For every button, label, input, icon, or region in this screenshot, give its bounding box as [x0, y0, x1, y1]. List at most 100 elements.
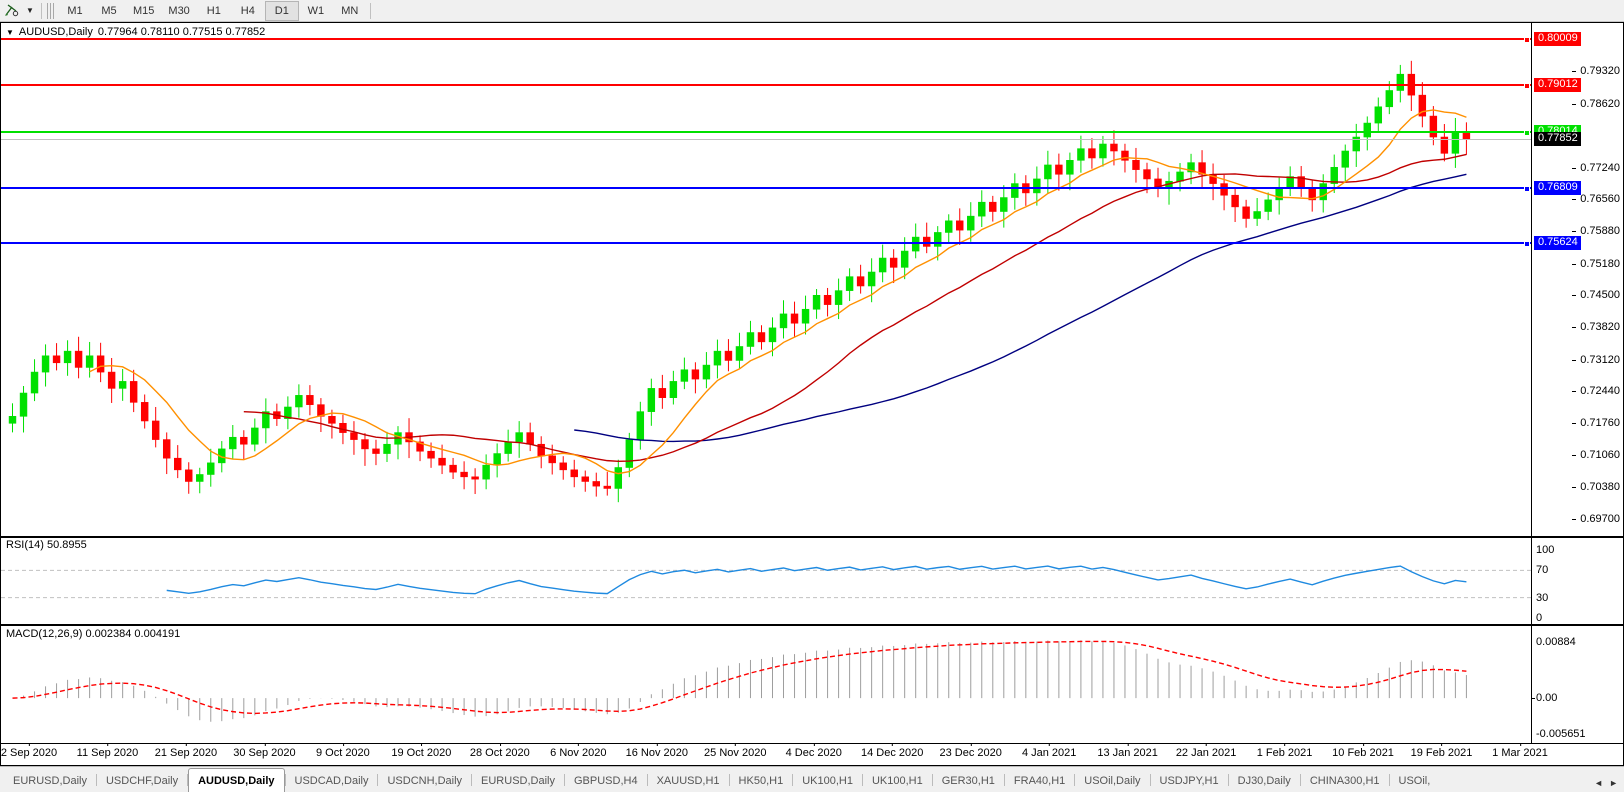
tab-divider — [564, 773, 565, 786]
level-price-label[interactable]: 0.76809 — [1534, 180, 1581, 195]
time-tick: 14 Dec 2020 — [861, 743, 923, 759]
chart-area[interactable]: ▼ AUDUSD,Daily 0.77964 0.78110 0.77515 0… — [0, 22, 1624, 766]
tick-mark — [656, 743, 658, 746]
level-drag-handle[interactable] — [1524, 36, 1530, 43]
price-axis[interactable]: 0.79320 0.78620 0.77240 0.76560 0.75880 0.751… — [1531, 23, 1623, 536]
timeframe-w1[interactable]: W1 — [307, 4, 325, 17]
tab-eurusd-daily[interactable]: EURUSD,Daily — [13, 775, 87, 787]
rsi-tick: 70 — [1536, 564, 1549, 577]
time-tick: 10 Feb 2021 — [1332, 743, 1394, 759]
time-tick: 28 Oct 2020 — [470, 743, 530, 759]
macd-tick: 0.00884 — [1536, 636, 1576, 648]
tick-mark — [1520, 743, 1521, 746]
symbol-ohlc-header: ▼ AUDUSD,Daily 0.77964 0.78110 0.77515 0… — [6, 26, 265, 38]
toolbar-dropdown-icon[interactable]: ▼ — [26, 6, 34, 15]
tab-hk50-h1[interactable]: HK50,H1 — [738, 775, 784, 787]
time-tick: 11 Sep 2020 — [77, 743, 138, 759]
price-tick: 0.71760 — [1572, 417, 1620, 429]
timeframe-m1[interactable]: M1 — [67, 4, 83, 17]
level-line-resistance[interactable] — [1, 37, 1532, 40]
tab-usdchf-daily[interactable]: USDCHF,Daily — [105, 775, 179, 787]
toolbar-grip-handle[interactable] — [47, 2, 54, 19]
level-line-pivot[interactable] — [1, 130, 1532, 133]
pane-divider-macd — [1, 624, 1623, 626]
tab-uk100-h1[interactable]: UK100,H1 — [802, 775, 853, 787]
tab-usdcad-daily[interactable]: USDCAD,Daily — [294, 775, 369, 787]
tab-divider — [1227, 773, 1229, 786]
time-tick: 2 Sep 2020 — [1, 743, 57, 759]
tab-divider — [861, 773, 863, 786]
level-drag-handle[interactable] — [1524, 185, 1530, 192]
arrow-right-icon[interactable]: ► — [1609, 778, 1618, 788]
price-pane[interactable]: ▼ AUDUSD,Daily 0.77964 0.78110 0.77515 0… — [1, 23, 1623, 536]
tab-usoil-daily[interactable]: USOil,Daily — [1084, 775, 1141, 787]
time-tick: 13 Jan 2021 — [1097, 743, 1158, 759]
time-axis[interactable]: 2 Sep 2020 11 Sep 2020 21 Sep 2020 30 Sep 2… — [1, 743, 1623, 765]
timeframe-m15[interactable]: M15 — [133, 4, 155, 17]
tab-usdjpy-h1[interactable]: USDJPY,H1 — [1159, 775, 1219, 787]
time-tick: 4 Jan 2021 — [1022, 743, 1076, 759]
tick-mark — [1441, 743, 1443, 746]
tick-mark — [1572, 359, 1577, 361]
level-drag-handle[interactable] — [1524, 83, 1530, 90]
level-line-support[interactable] — [1, 186, 1532, 189]
timeframe-m30[interactable]: M30 — [168, 4, 190, 17]
tick-mark — [264, 743, 266, 746]
level-line-support[interactable] — [1, 241, 1532, 244]
tab-divider — [1074, 773, 1076, 786]
price-tick: 0.70380 — [1572, 481, 1620, 493]
tab-divider — [728, 773, 730, 786]
symbol-period-label: AUDUSD,Daily — [18, 26, 93, 38]
chart-tabs-bar: EURUSD,Daily USDCHF,Daily AUDUSD,Daily USDC… — [0, 766, 1624, 792]
time-tick: 19 Feb 2021 — [1411, 743, 1472, 759]
tab-usoil[interactable]: USOil, — [1398, 775, 1431, 787]
tab-xauusd-h1[interactable]: XAUUSD,H1 — [656, 775, 720, 787]
price-tick: 0.75880 — [1572, 225, 1620, 237]
tab-dj30-daily[interactable]: DJ30,Daily — [1237, 775, 1291, 787]
level-drag-handle[interactable] — [1524, 240, 1530, 247]
level-price-label[interactable]: 0.79012 — [1534, 78, 1581, 93]
level-drag-handle[interactable] — [1524, 129, 1530, 136]
price-tick: 0.76560 — [1572, 193, 1620, 205]
tab-audusd-daily[interactable]: AUDUSD,Daily — [188, 768, 285, 792]
tick-mark — [1284, 743, 1286, 746]
level-line-resistance[interactable] — [1, 84, 1532, 87]
timeframe-h1[interactable]: H1 — [206, 4, 221, 17]
timeframe-m5[interactable]: M5 — [101, 4, 117, 17]
timeframe-h4[interactable]: H4 — [240, 4, 255, 17]
tab-divider — [792, 773, 794, 786]
macd-pane[interactable]: MACD(12,26,9) 0.002384 0.004191 0.00884 0… — [1, 624, 1623, 744]
crosshair-icon[interactable] — [0, 1, 22, 21]
tick-mark — [1572, 103, 1577, 105]
tick-mark — [1572, 391, 1577, 393]
tab-fra40-h1[interactable]: FRA40,H1 — [1013, 775, 1066, 787]
rsi-label: RSI(14) 50.8955 — [6, 539, 87, 551]
arrow-left-icon[interactable]: ◄ — [1594, 778, 1604, 788]
tab-gbpusd-h4[interactable]: GBPUSD,H4 — [574, 775, 638, 787]
tick-mark — [1206, 743, 1208, 746]
timeframe-mn[interactable]: MN — [341, 4, 359, 17]
tab-divider — [1388, 773, 1390, 786]
time-tick: 21 Sep 2020 — [155, 743, 217, 759]
level-price-label[interactable]: 0.75624 — [1534, 235, 1581, 250]
price-tick: 0.75180 — [1572, 258, 1620, 270]
tab-divider — [646, 773, 648, 786]
ohlc-values: 0.77964 0.78110 0.77515 0.77852 — [97, 26, 266, 38]
tab-usdcnh-daily[interactable]: USDCNH,Daily — [387, 775, 463, 787]
pane-collapse-icon[interactable]: ▼ — [6, 27, 14, 37]
tick-mark — [892, 743, 894, 746]
tab-uk100-h1[interactable]: UK100,H1 — [871, 775, 923, 787]
tab-ger30-h1[interactable]: GER30,H1 — [941, 775, 995, 787]
tick-mark — [1572, 487, 1577, 489]
tab-divider — [284, 773, 286, 786]
price-tick: 0.69700 — [1572, 513, 1620, 525]
timeframe-d1[interactable]: D1 — [264, 0, 299, 21]
tick-mark — [1572, 326, 1577, 328]
level-price-label[interactable]: 0.80009 — [1534, 31, 1581, 46]
tab-china300-h1[interactable]: CHINA300,H1 — [1309, 775, 1380, 787]
rsi-pane[interactable]: RSI(14) 50.8955 100 70 30 0 — [1, 536, 1623, 624]
tick-mark — [1127, 743, 1129, 746]
time-tick: 6 Nov 2020 — [550, 743, 606, 759]
tab-eurusd-daily[interactable]: EURUSD,Daily — [481, 775, 555, 787]
